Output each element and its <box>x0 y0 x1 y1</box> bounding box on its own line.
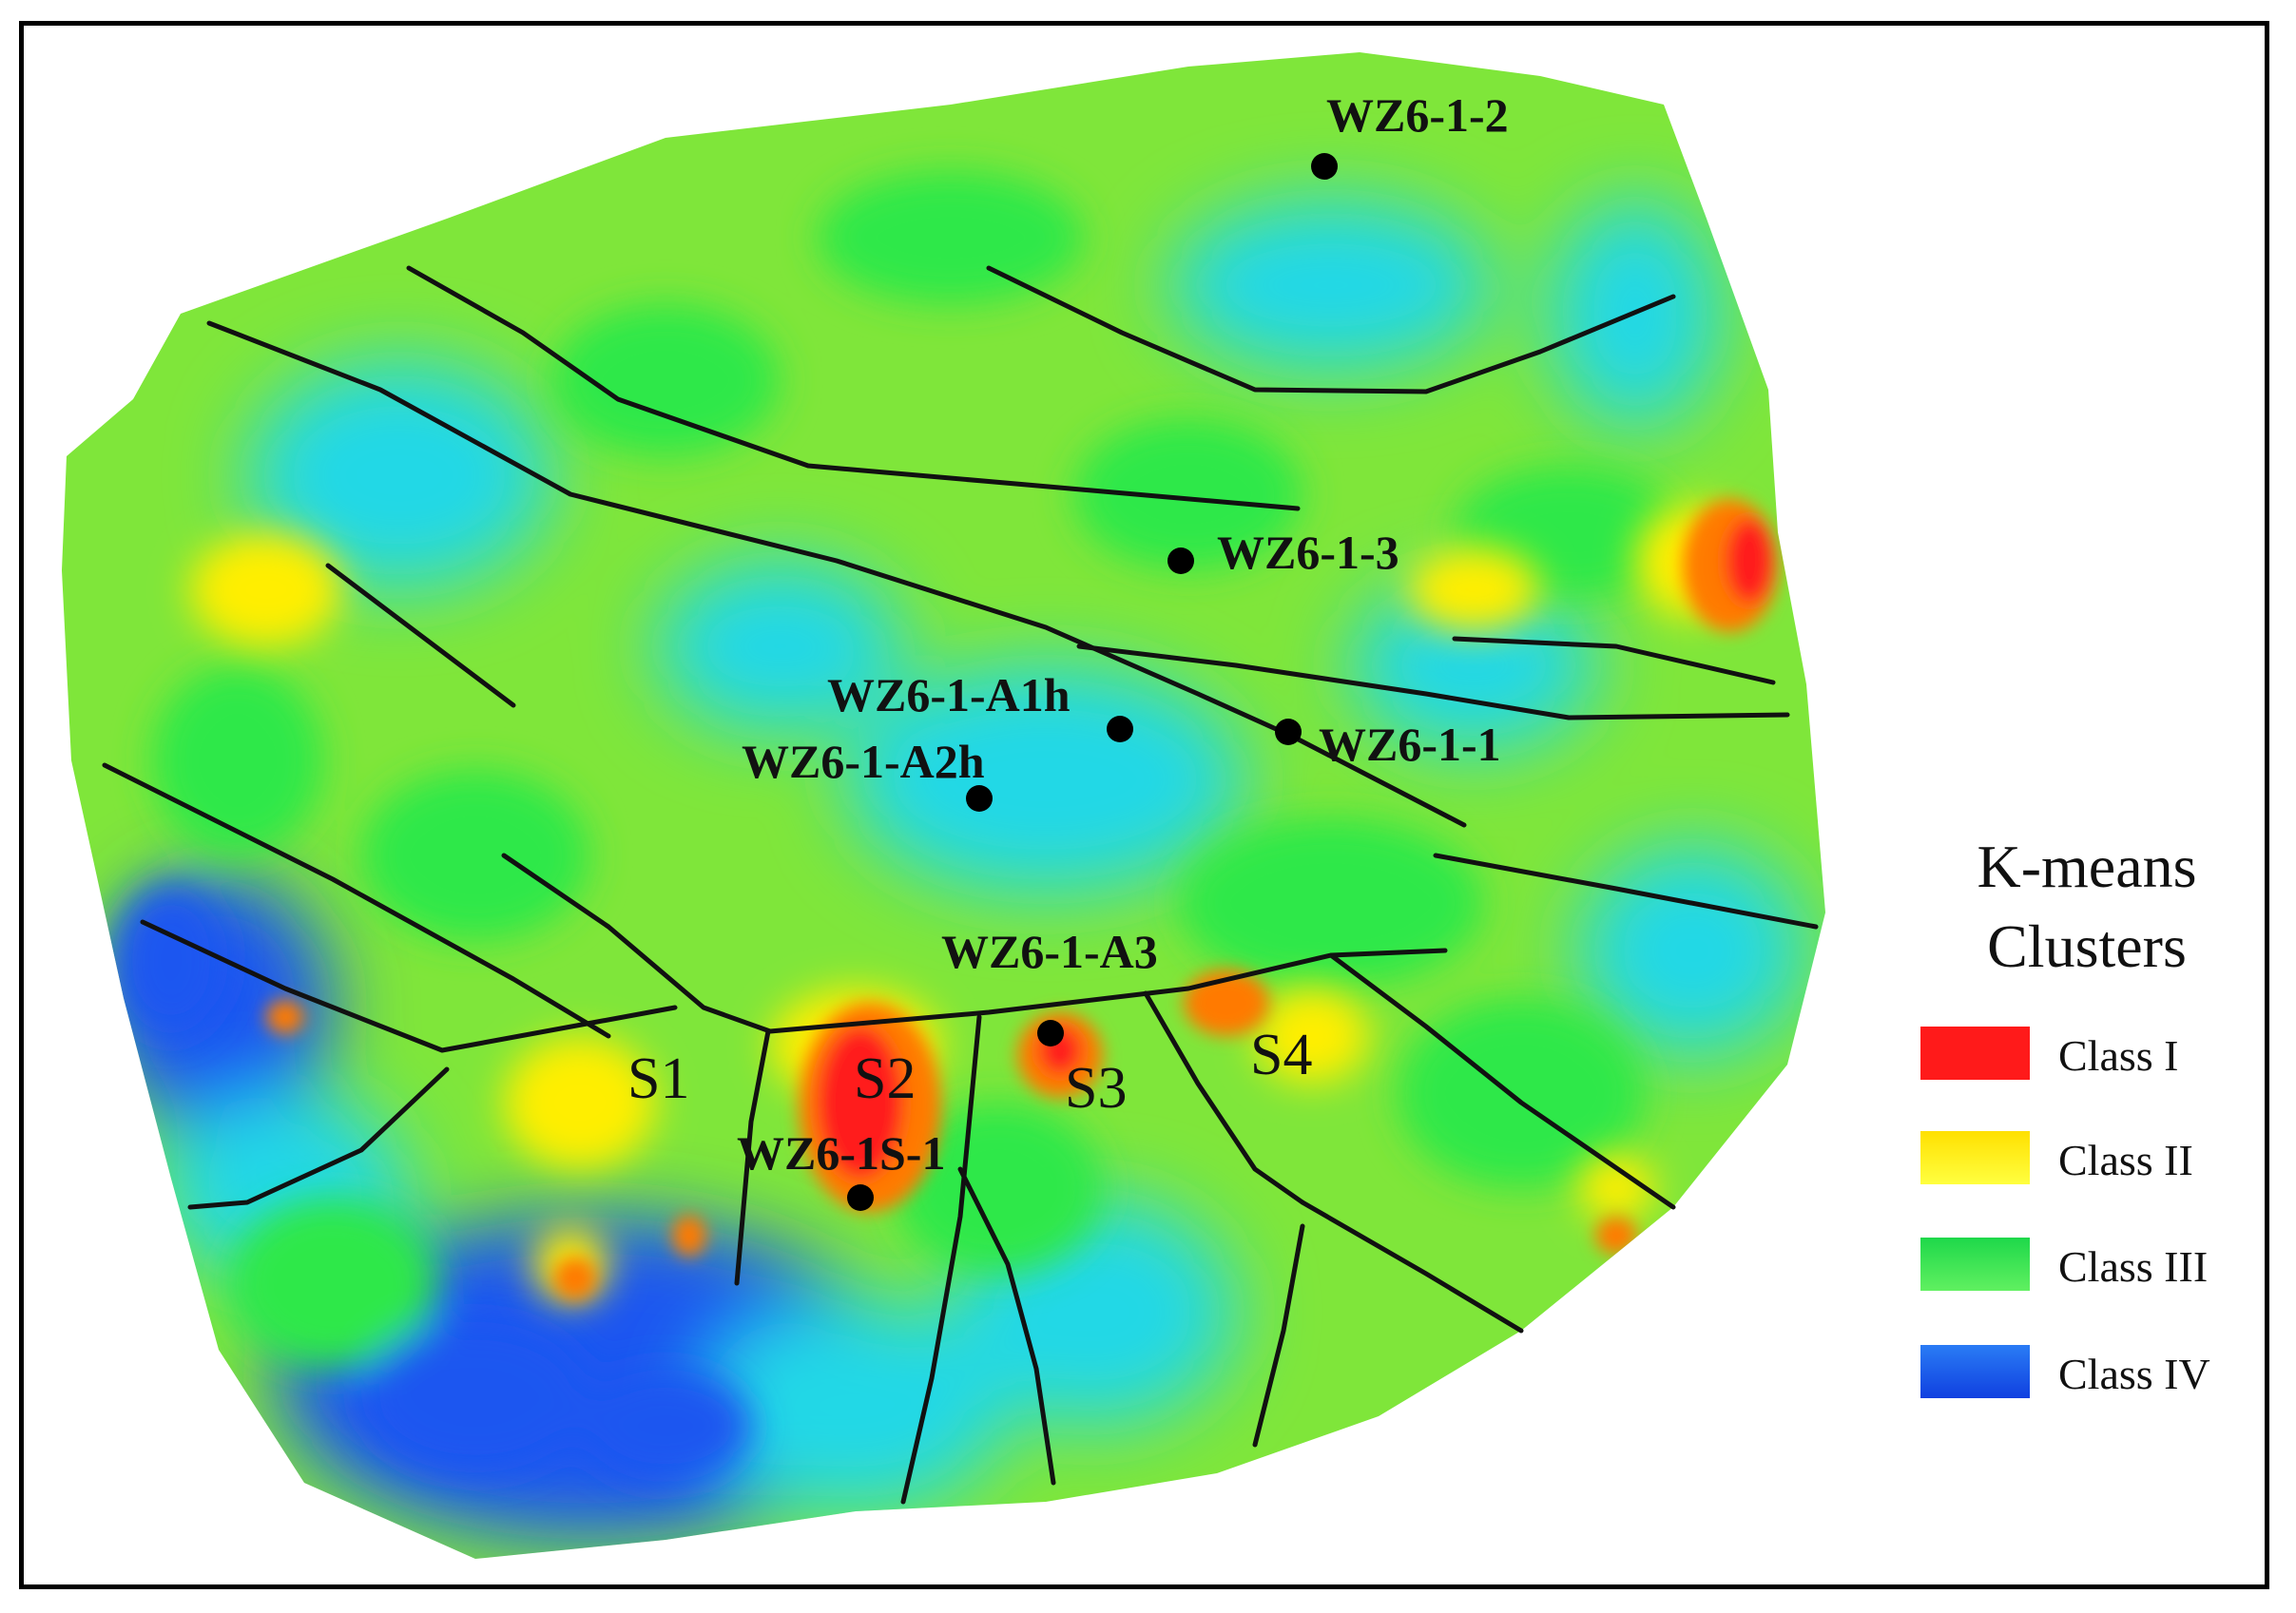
fault-line <box>900 1014 982 1505</box>
segment-label-s1: S1 <box>627 1047 689 1111</box>
well-wz6-1-a2h: WZ6-1-A2h <box>742 735 993 812</box>
well-label: WZ6-1-A1h <box>827 668 1071 721</box>
fault-line <box>325 563 516 708</box>
well-marker <box>1167 547 1194 574</box>
well-wz6-1-a1h: WZ6-1-A1h <box>827 668 1133 742</box>
legend-swatch <box>1920 1027 2030 1080</box>
fault-line <box>102 762 611 1039</box>
well-wz6-1-1: WZ6-1-1 <box>1275 718 1501 771</box>
segment-label-s4: S4 <box>1250 1023 1312 1087</box>
legend: K-means Clusters Class I Class II Class I… <box>1906 827 2267 1398</box>
legend-item-class-i: Class I <box>1920 1027 2263 1084</box>
well-label: WZ6-1-1 <box>1319 718 1501 771</box>
legend-swatch <box>1920 1131 2030 1184</box>
well-wz6-1-3: WZ6-1-3 <box>1167 526 1399 579</box>
wells: WZ6-1-2 WZ6-1-3 WZ6-1-A1h WZ6-1-A2h WZ6-… <box>737 88 1509 1211</box>
well-wz6-1s-1: WZ6-1S-1 <box>737 1126 945 1211</box>
legend-label: Class IV <box>2058 1350 2210 1398</box>
legend-item-class-iv: Class IV <box>1920 1345 2263 1402</box>
fault-line <box>406 265 1301 511</box>
well-marker <box>966 785 993 812</box>
fault-line <box>957 1166 1056 1486</box>
legend-label: Class II <box>2058 1136 2193 1184</box>
well-marker <box>1311 153 1338 180</box>
fault-line <box>501 853 1448 1034</box>
fault-line <box>1252 1223 1305 1448</box>
legend-item-class-ii: Class II <box>1920 1131 2263 1188</box>
legend-title-line: Clusters <box>1987 912 2187 980</box>
well-label: WZ6-1-A3 <box>941 925 1158 978</box>
fault-line <box>1328 952 1676 1210</box>
segment-labels: S1 S2 S3 S4 <box>627 1023 1312 1121</box>
fault-line <box>1452 636 1776 685</box>
well-marker <box>1275 719 1302 745</box>
legend-title: K-means Clusters <box>1906 827 2267 987</box>
legend-swatch <box>1920 1345 2030 1398</box>
legend-item-class-iii: Class III <box>1920 1238 2263 1295</box>
well-marker <box>1107 716 1133 742</box>
well-label: WZ6-1-A2h <box>742 735 985 788</box>
well-wz6-1-2: WZ6-1-2 <box>1311 88 1509 180</box>
well-label: WZ6-1-2 <box>1326 88 1509 142</box>
well-label: WZ6-1-3 <box>1217 526 1399 579</box>
segment-label-s2: S2 <box>854 1047 916 1111</box>
legend-swatch <box>1920 1238 2030 1291</box>
segment-label-s3: S3 <box>1065 1056 1127 1121</box>
fault-line <box>1143 990 1305 1205</box>
fault-line <box>140 919 678 1053</box>
fault-line <box>1300 1200 1524 1334</box>
well-wz6-1-a3: WZ6-1-A3 <box>941 925 1158 1047</box>
well-label: WZ6-1S-1 <box>737 1126 945 1180</box>
legend-label: Class I <box>2058 1031 2179 1080</box>
fault-line <box>734 1028 771 1286</box>
legend-title-line: K-means <box>1977 833 2197 900</box>
fault-line <box>986 265 1676 394</box>
fault-line <box>1433 853 1819 930</box>
well-marker <box>847 1184 874 1211</box>
fault-line <box>187 1066 450 1210</box>
legend-label: Class III <box>2058 1242 2209 1291</box>
fault-line <box>1076 643 1790 720</box>
well-marker <box>1037 1020 1064 1047</box>
